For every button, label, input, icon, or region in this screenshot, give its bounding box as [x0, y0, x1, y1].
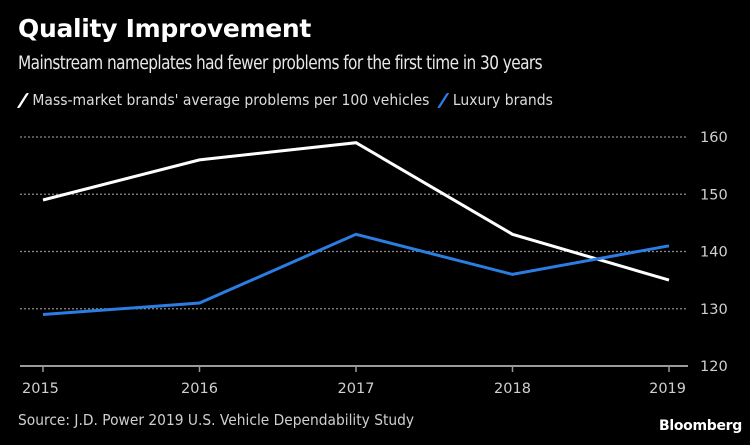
y-tick-label-150: 150: [700, 187, 728, 203]
chart-title: Quality Improvement: [18, 14, 312, 43]
y-tick-label-120: 120: [700, 359, 728, 375]
legend-item-mass-market: Mass-market brands' average problems per…: [16, 91, 430, 109]
x-tick-label-2017: 2017: [338, 381, 375, 397]
series-lines: [42, 141, 670, 316]
x-tick-label-2018: 2018: [494, 381, 531, 397]
y-axis-labels: 120 130 140 150 160: [700, 130, 728, 375]
y-tick-label-140: 140: [700, 245, 728, 261]
series-line-luxury: [42, 232, 670, 316]
x-axis: [20, 365, 688, 372]
x-tick-label-2016: 2016: [181, 381, 218, 397]
chart-subtitle: Mainstream nameplates had fewer problems…: [18, 53, 543, 74]
x-tick-label-2019: 2019: [649, 381, 686, 397]
legend-item-luxury: Luxury brands: [437, 91, 553, 109]
series-line-mass-market: [42, 141, 670, 282]
source-note: Source: J.D. Power 2019 U.S. Vehicle Dep…: [18, 411, 415, 429]
x-axis-labels: 2015 2016 2017 2018 2019: [22, 381, 686, 397]
legend-label-mass-market: Mass-market brands' average problems per…: [32, 91, 430, 109]
x-tick-label-2015: 2015: [22, 381, 59, 397]
bloomberg-logo: Bloomberg: [658, 418, 742, 434]
y-tick-label-160: 160: [700, 130, 728, 146]
legend-label-luxury: Luxury brands: [452, 91, 553, 109]
legend: Mass-market brands' average problems per…: [16, 91, 562, 109]
y-tick-label-130: 130: [700, 302, 728, 318]
gridlines: [20, 136, 688, 310]
